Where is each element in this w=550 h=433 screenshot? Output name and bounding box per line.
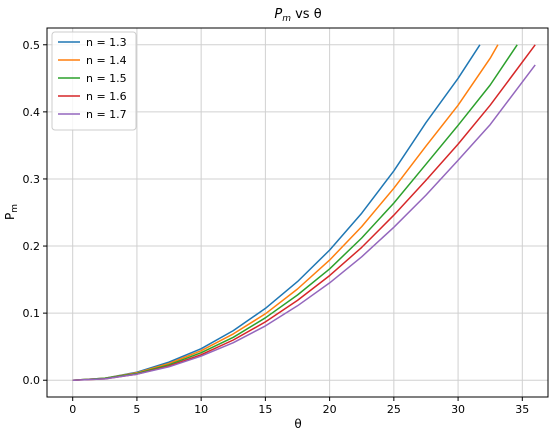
series-line-3 (72, 44, 518, 381)
y-axis-label: Pm (3, 204, 20, 220)
x-tick-label: 5 (133, 403, 140, 416)
series-line-5 (72, 64, 536, 381)
chart-title: Pm vs θ (274, 7, 321, 24)
legend-label-4: n = 1.6 (86, 90, 127, 103)
legend: n = 1.3 n = 1.4 n = 1.5 n = 1.6 n = 1.7 (51, 31, 137, 131)
x-tick-label: 25 (387, 403, 401, 416)
x-tick-label: 35 (515, 403, 529, 416)
legend-label-2: n = 1.4 (86, 54, 127, 67)
x-tick-label: 0 (69, 403, 76, 416)
series-line-2 (72, 44, 499, 381)
legend-label-3: n = 1.5 (86, 72, 127, 85)
x-tick-label: 15 (258, 403, 272, 416)
y-tick-label: 0.5 (23, 39, 41, 52)
x-axis-label: θ (294, 417, 301, 431)
legend-label-1: n = 1.3 (86, 36, 127, 49)
plot-frame (46, 27, 549, 398)
x-tick-label: 30 (451, 403, 465, 416)
x-tick-label: 20 (323, 403, 337, 416)
y-tick-label: 0.2 (23, 240, 41, 253)
y-tick-label: 0.3 (23, 173, 41, 186)
x-tick-label: 10 (194, 403, 208, 416)
ticks: 0 5 10 15 20 25 30 35 0.0 0.1 0.2 0.3 0.4 0.5 (23, 39, 530, 416)
legend-label-5: n = 1.7 (86, 108, 127, 121)
legend-box (51, 31, 137, 131)
y-tick-label: 0.0 (23, 374, 41, 387)
y-tick-label: 0.1 (23, 307, 41, 320)
y-tick-label: 0.4 (23, 106, 41, 119)
series-lines (72, 44, 536, 381)
grid-lines (47, 28, 548, 397)
